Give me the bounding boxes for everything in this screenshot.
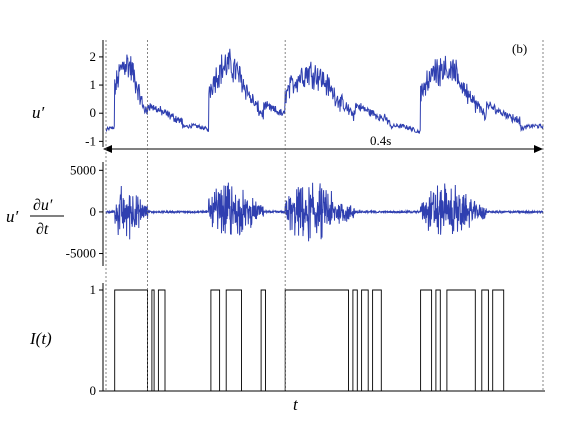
dashed-time-markers: [105, 40, 544, 391]
interval-label: 0.4s: [370, 133, 391, 148]
middle-y-label-denominator: ∂t: [36, 221, 49, 238]
panel-middle: 5000 0 -5000 u′ ∂u′ ∂t: [6, 162, 544, 266]
top-signal-line: [105, 48, 544, 134]
middle-signal-line: [105, 182, 544, 242]
mid-ticks-tick-label: 0: [90, 204, 97, 219]
interval-arrow-left-head: [103, 145, 112, 153]
panel-bottom: 10 I(t) t: [29, 282, 545, 414]
panel-top: 2 1 0 -1 (b) u′ 0.4s: [32, 40, 544, 153]
bottom-y-label: I(t): [29, 329, 52, 348]
top-ticks-tick-label: -1: [85, 133, 96, 148]
top-y-label: u′: [32, 103, 45, 122]
top-y-ticks: 2 1 0 -1: [85, 49, 103, 148]
x-axis-label: t: [293, 395, 299, 414]
indicator-signal-line: [106, 289, 543, 392]
panel-annotation: (b): [512, 41, 527, 56]
middle-y-label-numerator: ∂u′: [33, 197, 53, 214]
middle-y-ticks: 5000 0 -5000: [66, 162, 103, 261]
top-ticks-tick-label: 2: [90, 49, 97, 64]
bot-ticks-tick-label: 1: [90, 282, 97, 297]
bot-ticks-tick-label: 0: [90, 383, 97, 398]
bottom-y-ticks: 10: [90, 282, 103, 398]
top-ticks-tick-label: 1: [90, 77, 97, 92]
top-ticks-tick-label: 0: [90, 105, 97, 120]
mid-ticks-tick-label: -5000: [66, 246, 96, 261]
interval-arrow-right-head: [534, 145, 543, 153]
middle-y-label-prefix: u′: [6, 207, 19, 226]
mid-ticks-tick-label: 5000: [70, 162, 96, 177]
